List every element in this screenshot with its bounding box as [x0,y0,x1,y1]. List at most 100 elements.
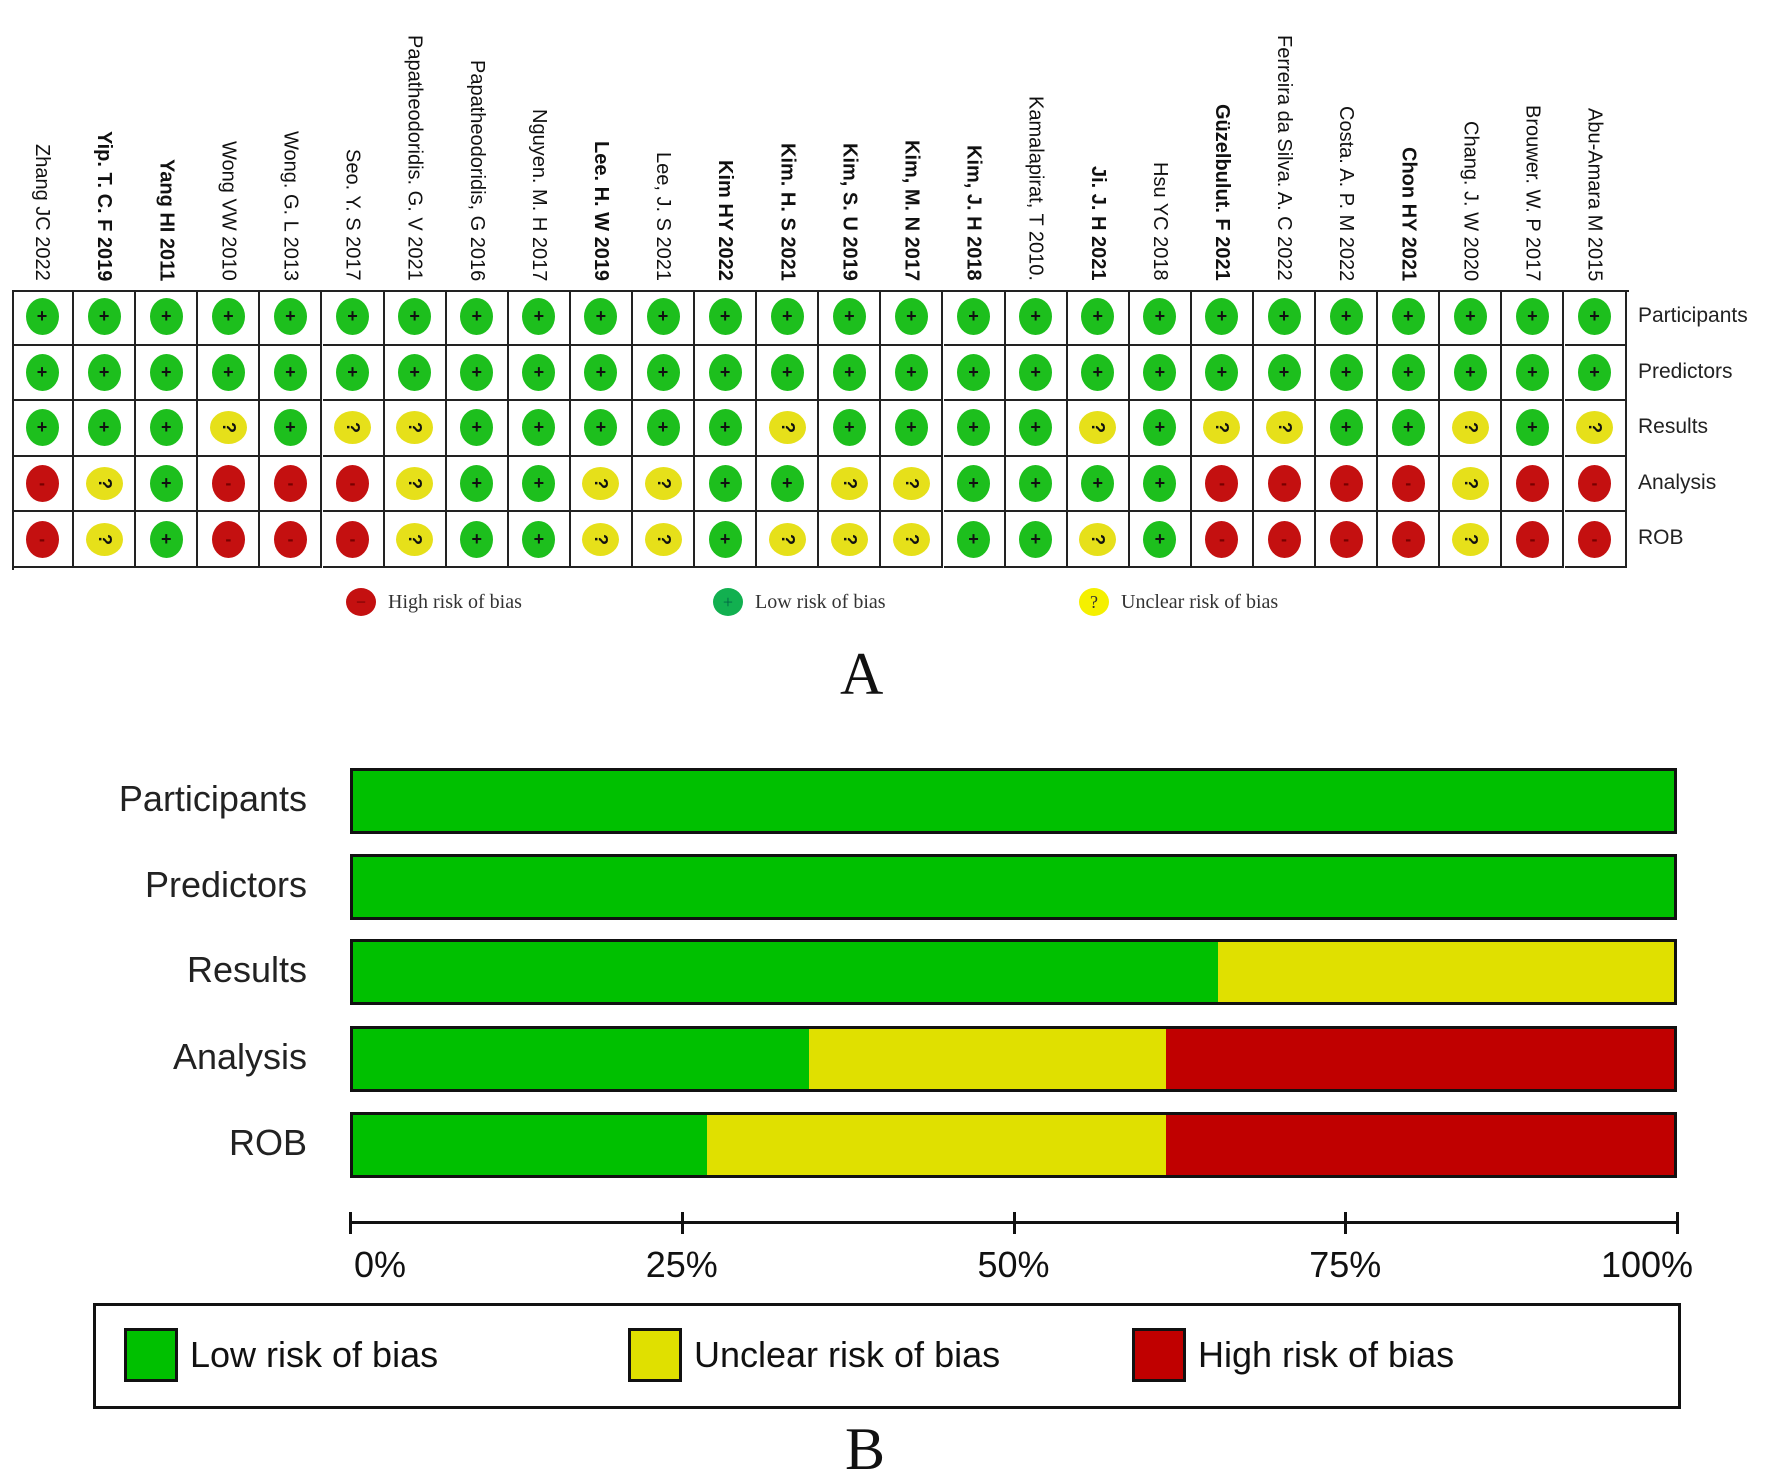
table-cell: - [1378,512,1441,568]
low-risk-icon: + [1515,353,1549,391]
table-cell: - [1316,512,1379,568]
legend-high-item: High risk of bias [1132,1328,1454,1382]
table-cell: + [1254,290,1317,346]
table-cell: - [1378,456,1441,513]
study-header: Yip. T. C. F 2019 [93,130,116,281]
unclear-risk-icon: ? [582,467,620,501]
category-label: Predictors [144,864,307,905]
legend-high-text: High risk of bias [1198,1334,1455,1375]
study-header: Costa. A. P. M 2022 [1335,105,1358,281]
low-risk-icon: + [1143,298,1177,336]
study-header: Ferreira da Silva. A. C 2022 [1273,35,1296,281]
table-cell: + [1378,345,1441,402]
low-risk-icon: + [1081,465,1115,503]
low-risk-icon: + [1391,298,1425,336]
table-cell: + [695,401,758,457]
legend-high-label: High risk of bias [388,590,522,613]
unclear-risk-icon: ? [644,467,682,501]
low-risk-icon: + [957,520,991,558]
unclear-risk-icon: ? [1079,411,1117,445]
study-header: Hsu YC 2018 [1148,162,1171,281]
table-cell: - [12,456,75,513]
table-cell: ? [1440,456,1503,513]
high-risk-icon: - [25,520,59,558]
low-risk-icon: + [149,520,183,558]
table-cell: ? [198,401,261,457]
table-cell: + [1502,401,1565,457]
table-cell: ? [633,512,696,568]
high-risk-icon: - [1267,465,1301,503]
high-risk-icon: - [1515,520,1549,558]
table-cell: + [1129,290,1192,346]
low-risk-icon: + [398,298,432,336]
study-header: Kamalapirat, T 2010. [1024,96,1047,281]
low-risk-icon: + [1329,409,1363,447]
high-risk-icon: - [211,520,245,558]
x-tick-label: 25% [645,1244,718,1285]
table-cell: ? [1564,401,1627,457]
study-header: Zhang JC 2022 [31,144,54,281]
low-risk-icon: + [646,409,680,447]
table-cell: + [881,345,944,402]
table-cell: - [198,456,261,513]
table-cell: + [695,512,758,568]
table-cell: + [570,290,633,346]
table-cell: + [322,290,385,346]
legend-low: + Low risk of bias [713,588,886,616]
low-risk-icon: + [1019,409,1053,447]
table-cell: + [136,456,199,513]
table-cell: + [322,345,385,402]
table-cell: ? [881,456,944,513]
table-cell: + [384,345,447,402]
table-cell: - [1254,456,1317,513]
low-risk-icon: + [336,353,370,391]
table-cell: ? [881,512,944,568]
table-cell: ? [1191,401,1254,457]
table-cell: ? [1067,512,1130,568]
table-cell: + [12,290,75,346]
table-cell: + [508,345,571,402]
low-risk-icon: + [584,298,618,336]
low-risk-icon: + [1019,353,1053,391]
x-tick-label: 75% [1309,1244,1382,1285]
low-risk-icon: + [273,353,307,391]
x-tick [1344,1212,1348,1234]
study-header: Nguyen. M. H 2017 [527,108,550,281]
table-cell: + [943,456,1006,513]
low-risk-icon: + [1391,353,1425,391]
table-cell: + [1129,456,1192,513]
low-risk-icon: + [894,353,928,391]
low-risk-icon: + [957,298,991,336]
x-tick [1012,1212,1016,1234]
table-cell: - [322,512,385,568]
table-cell: + [1316,290,1379,346]
study-header: Papatheodoridis, G 2016 [465,59,488,281]
table-cell: + [881,290,944,346]
table-cell: + [446,290,509,346]
table-cell: ? [819,456,882,513]
table-cell: + [1005,345,1068,402]
low-risk-icon: + [1329,353,1363,391]
low-risk-icon: + [770,465,804,503]
table-cell: ? [1440,401,1503,457]
unclear-risk-icon: ? [396,467,434,501]
study-header: Chang. J. W 2020 [1459,120,1482,281]
row-label: Participants [1638,304,1748,327]
table-cell: + [1067,290,1130,346]
legend-unclear-item: Unclear risk of bias [628,1328,1000,1382]
legend-low-text: Low risk of bias [190,1334,439,1375]
low-risk-icon: + [1515,409,1549,447]
study-header: Kim, J. H 2018 [962,145,985,281]
table-cell: + [1440,345,1503,402]
low-risk-icon: + [584,353,618,391]
table-cell: + [136,512,199,568]
table-cell: + [1378,290,1441,346]
low-risk-icon: + [1143,520,1177,558]
table-cell: ? [384,512,447,568]
table-cell: + [1129,401,1192,457]
table-cell: ? [633,456,696,513]
table-cell: + [136,345,199,402]
category-label: Participants [118,778,307,819]
unclear-risk-icon: ? [1079,522,1117,556]
